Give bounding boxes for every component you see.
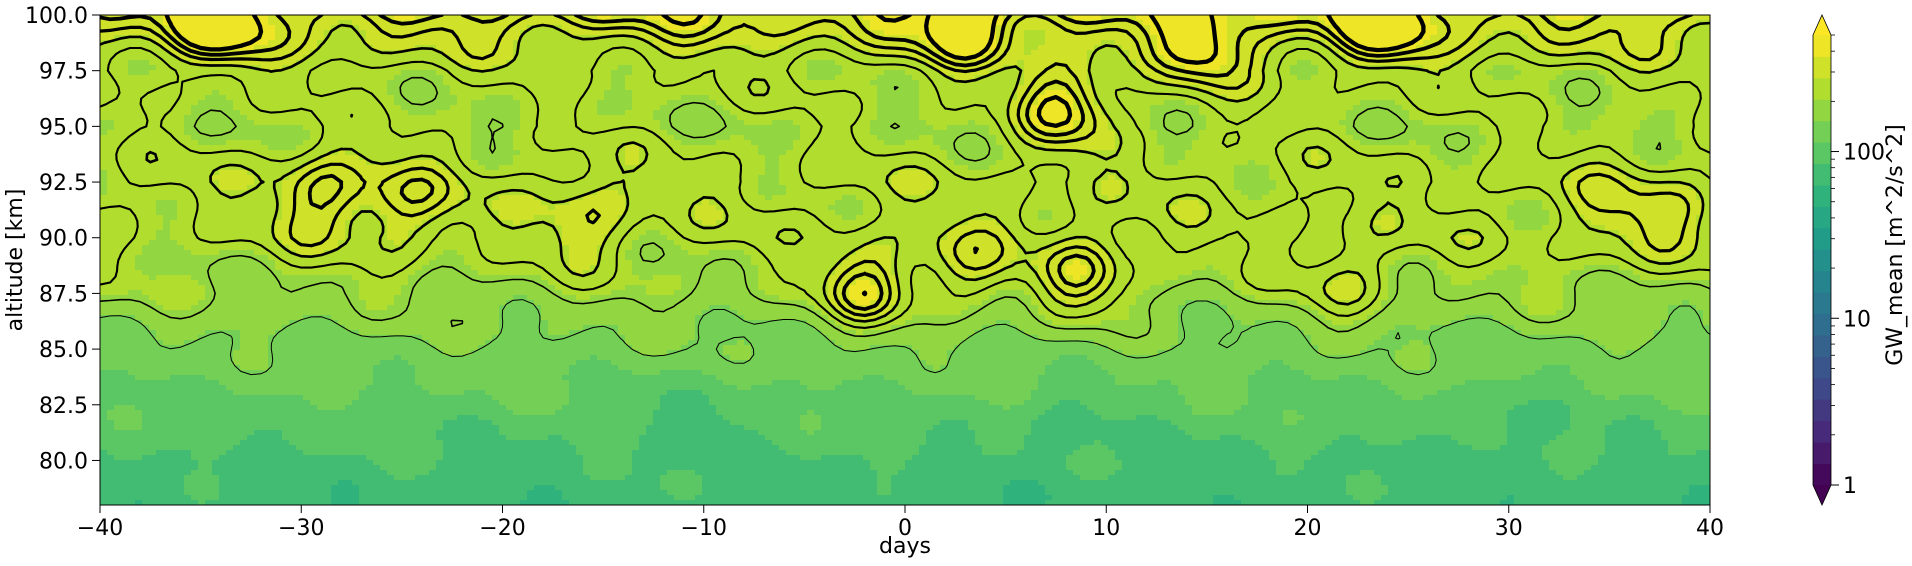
colorbar-segment: [1813, 164, 1831, 186]
x-tick-label: −40: [77, 516, 123, 541]
colorbar-segment: [1813, 421, 1831, 443]
x-tick-label: −10: [681, 516, 727, 541]
colorbar-segment: [1813, 78, 1831, 100]
y-axis: 80.0 82.5 85.0 87.5 90.0 92.5 95.0 97.5 100.0: [25, 4, 100, 474]
colorbar-segment: [1813, 399, 1831, 421]
x-tick-label: 10: [1092, 516, 1120, 541]
x-tick-label: 40: [1696, 516, 1724, 541]
colorbar-segment: [1813, 142, 1831, 164]
colorbar-tick-label: 10: [1843, 307, 1871, 332]
colorbar-segment: [1813, 378, 1831, 400]
y-tick-label: 97.5: [39, 60, 88, 85]
colorbar-tick-label: 100: [1843, 141, 1885, 166]
x-tick-label: 20: [1294, 516, 1322, 541]
y-tick-label: 95.0: [39, 115, 88, 140]
y-tick-label: 92.5: [39, 171, 88, 196]
y-tick-label: 90.0: [39, 227, 88, 252]
y-tick-label: 80.0: [39, 449, 88, 474]
colorbar-extend-max: [1813, 15, 1831, 35]
y-tick-label: 85.0: [39, 338, 88, 363]
colorbar-segment: [1813, 442, 1831, 464]
colorbar-segment: [1813, 464, 1831, 486]
x-tick-label: −30: [278, 516, 324, 541]
y-tick-label: 87.5: [39, 282, 88, 307]
y-axis-label: altitude [km]: [3, 189, 28, 332]
x-tick-label: −20: [479, 516, 525, 541]
colorbar-label: GW_mean [m^2/s^2]: [1883, 124, 1908, 366]
colorbar-segment: [1813, 249, 1831, 271]
colorbar-segment: [1813, 206, 1831, 228]
colorbar-tick-label: 1: [1843, 474, 1857, 499]
colorbar-segment: [1813, 271, 1831, 293]
y-tick-label: 82.5: [39, 394, 88, 419]
colorbar-segment: [1813, 99, 1831, 121]
colorbar-segment: [1813, 35, 1831, 57]
colorbar-extend-min: [1813, 485, 1831, 505]
colorbar-segment: [1813, 121, 1831, 143]
colorbar-segment: [1813, 185, 1831, 207]
colorbar-segment: [1813, 335, 1831, 357]
colorbar: 1 10 100: [1813, 15, 1885, 505]
colorbar-segment: [1813, 292, 1831, 314]
x-axis-label: days: [879, 534, 931, 559]
colorbar-segment: [1813, 356, 1831, 378]
heatmap-field: [100, 15, 1711, 506]
colorbar-segment: [1813, 314, 1831, 336]
colorbar-segment: [1813, 228, 1831, 250]
x-tick-label: 30: [1495, 516, 1523, 541]
y-tick-label: 100.0: [25, 4, 88, 29]
colorbar-segment: [1813, 56, 1831, 78]
